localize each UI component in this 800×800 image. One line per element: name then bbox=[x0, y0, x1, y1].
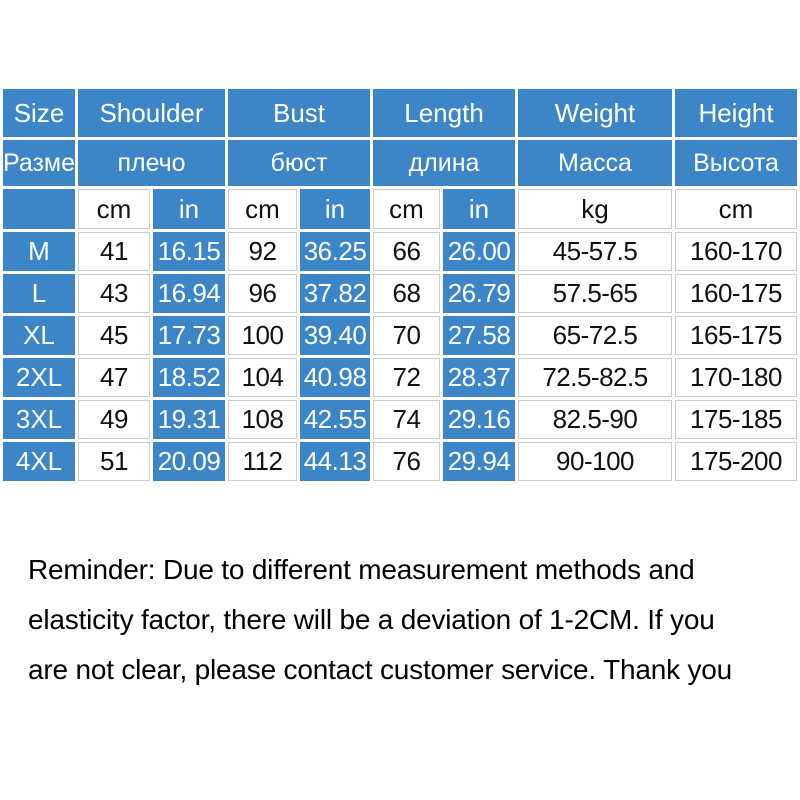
cell-bust-in: 40.98 bbox=[300, 358, 371, 397]
cell-height-cm: 165-175 bbox=[675, 316, 798, 355]
col-header-shoulder: Shoulder bbox=[78, 89, 226, 137]
cell-shoulder-in: 17.73 bbox=[153, 316, 226, 355]
cell-shoulder-cm: 49 bbox=[78, 400, 150, 439]
cell-shoulder-in: 20.09 bbox=[153, 442, 226, 481]
table-row-4xl: 4XL 51 20.09 112 44.13 76 29.94 90-100 1… bbox=[3, 442, 798, 481]
cell-bust-cm: 112 bbox=[228, 442, 298, 481]
reminder-line: elasticity factor, there will be a devia… bbox=[28, 604, 715, 635]
cell-size: 4XL bbox=[3, 442, 75, 481]
cell-length-cm: 70 bbox=[373, 316, 441, 355]
header-row-ru: Размер плечо бюст длина Масса Высота bbox=[3, 140, 798, 186]
cell-shoulder-cm: 47 bbox=[78, 358, 150, 397]
cell-weight-kg: 72.5-82.5 bbox=[518, 358, 673, 397]
unit-header-bust-in: in bbox=[300, 189, 371, 229]
col-header-size-ru: Размер bbox=[3, 140, 75, 186]
cell-weight-kg: 45-57.5 bbox=[518, 232, 673, 271]
cell-bust-in: 44.13 bbox=[300, 442, 371, 481]
cell-bust-in: 36.25 bbox=[300, 232, 371, 271]
cell-height-cm: 175-185 bbox=[675, 400, 798, 439]
cell-length-cm: 68 bbox=[373, 274, 441, 313]
cell-size: XL bbox=[3, 316, 75, 355]
cell-size: M bbox=[3, 232, 75, 271]
cell-length-in: 26.00 bbox=[443, 232, 516, 271]
cell-bust-in: 37.82 bbox=[300, 274, 371, 313]
cell-shoulder-cm: 45 bbox=[78, 316, 150, 355]
cell-length-cm: 74 bbox=[373, 400, 441, 439]
cell-height-cm: 170-180 bbox=[675, 358, 798, 397]
cell-size: 3XL bbox=[3, 400, 75, 439]
cell-bust-cm: 100 bbox=[228, 316, 298, 355]
units-row: cm in cm in cm in kg cm bbox=[3, 189, 798, 229]
col-header-size: Size bbox=[3, 89, 75, 137]
cell-weight-kg: 65-72.5 bbox=[518, 316, 673, 355]
cell-bust-in: 39.40 bbox=[300, 316, 371, 355]
unit-header-bust-cm: cm bbox=[228, 189, 298, 229]
unit-header-shoulder-cm: cm bbox=[78, 189, 150, 229]
cell-length-cm: 72 bbox=[373, 358, 441, 397]
col-header-height-ru: Высота bbox=[675, 140, 798, 186]
col-header-weight-ru: Масса bbox=[518, 140, 673, 186]
col-header-weight: Weight bbox=[518, 89, 673, 137]
table-row-2xl: 2XL 47 18.52 104 40.98 72 28.37 72.5-82.… bbox=[3, 358, 798, 397]
cell-height-cm: 160-170 bbox=[675, 232, 798, 271]
cell-weight-kg: 57.5-65 bbox=[518, 274, 673, 313]
cell-length-in: 28.37 bbox=[443, 358, 516, 397]
cell-shoulder-in: 18.52 bbox=[153, 358, 226, 397]
table-row-m: M 41 16.15 92 36.25 66 26.00 45-57.5 160… bbox=[3, 232, 798, 271]
unit-header-shoulder-in: in bbox=[153, 189, 226, 229]
cell-height-cm: 160-175 bbox=[675, 274, 798, 313]
table-row-xl: XL 45 17.73 100 39.40 70 27.58 65-72.5 1… bbox=[3, 316, 798, 355]
reminder-text: Reminder: Due to different measurement m… bbox=[28, 545, 732, 695]
table-row-l: L 43 16.94 96 37.82 68 26.79 57.5-65 160… bbox=[3, 274, 798, 313]
cell-shoulder-cm: 41 bbox=[78, 232, 150, 271]
table-row-3xl: 3XL 49 19.31 108 42.55 74 29.16 82.5-90 … bbox=[3, 400, 798, 439]
unit-header-size-empty bbox=[3, 189, 75, 229]
unit-header-height-cm: cm bbox=[675, 189, 798, 229]
cell-bust-cm: 92 bbox=[228, 232, 298, 271]
cell-bust-cm: 104 bbox=[228, 358, 298, 397]
cell-weight-kg: 90-100 bbox=[518, 442, 673, 481]
cell-size: L bbox=[3, 274, 75, 313]
reminder-line: Reminder: Due to different measurement m… bbox=[28, 554, 695, 585]
unit-header-length-cm: cm bbox=[373, 189, 441, 229]
col-header-length: Length bbox=[373, 89, 516, 137]
cell-shoulder-cm: 43 bbox=[78, 274, 150, 313]
cell-length-cm: 66 bbox=[373, 232, 441, 271]
cell-weight-kg: 82.5-90 bbox=[518, 400, 673, 439]
cell-bust-cm: 108 bbox=[228, 400, 298, 439]
cell-size: 2XL bbox=[3, 358, 75, 397]
col-header-bust-ru: бюст bbox=[228, 140, 371, 186]
cell-shoulder-in: 19.31 bbox=[153, 400, 226, 439]
col-header-shoulder-ru: плечо bbox=[78, 140, 226, 186]
unit-header-length-in: in bbox=[443, 189, 516, 229]
cell-length-in: 29.16 bbox=[443, 400, 516, 439]
cell-shoulder-in: 16.94 bbox=[153, 274, 226, 313]
cell-length-cm: 76 bbox=[373, 442, 441, 481]
cell-shoulder-in: 16.15 bbox=[153, 232, 226, 271]
header-row-en: Size Shoulder Bust Length Weight Height bbox=[3, 89, 798, 137]
cell-height-cm: 175-200 bbox=[675, 442, 798, 481]
col-header-bust: Bust bbox=[228, 89, 371, 137]
cell-length-in: 29.94 bbox=[443, 442, 516, 481]
size-chart-table: Size Shoulder Bust Length Weight Height … bbox=[0, 86, 800, 484]
col-header-height: Height bbox=[675, 89, 798, 137]
cell-bust-cm: 96 bbox=[228, 274, 298, 313]
reminder-line: are not clear, please contact customer s… bbox=[28, 654, 733, 685]
cell-bust-in: 42.55 bbox=[300, 400, 371, 439]
cell-length-in: 26.79 bbox=[443, 274, 516, 313]
unit-header-weight-kg: kg bbox=[518, 189, 673, 229]
cell-length-in: 27.58 bbox=[443, 316, 516, 355]
cell-shoulder-cm: 51 bbox=[78, 442, 150, 481]
col-header-length-ru: длина bbox=[373, 140, 516, 186]
